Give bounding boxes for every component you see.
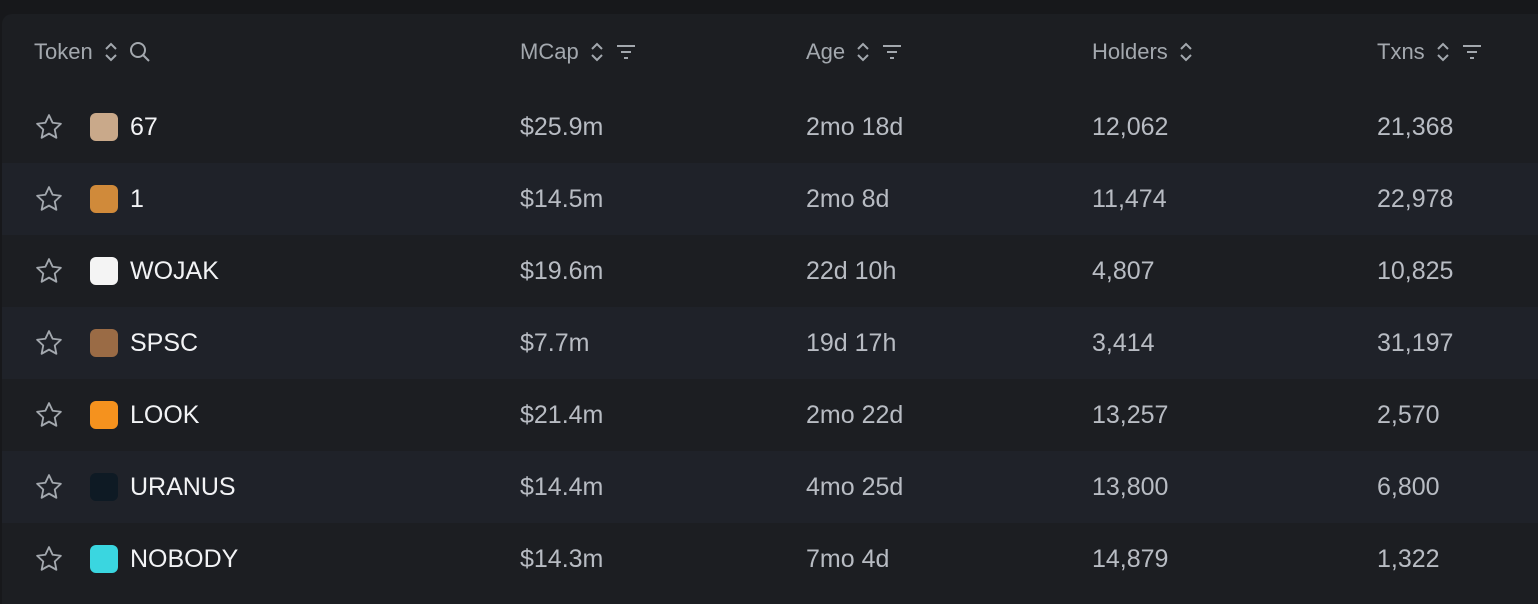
- token-name[interactable]: WOJAK: [130, 256, 219, 285]
- token-name[interactable]: SPSC: [130, 328, 199, 357]
- star-icon[interactable]: [34, 256, 64, 286]
- holders-value: 3,414: [1092, 328, 1155, 357]
- age-value: 2mo 8d: [806, 184, 890, 213]
- token-name[interactable]: NOBODY: [130, 544, 239, 573]
- txns-value: 10,825: [1377, 256, 1454, 285]
- txns-value: 31,197: [1377, 328, 1454, 357]
- star-icon[interactable]: [34, 112, 64, 142]
- token-icon: [90, 401, 118, 429]
- star-icon[interactable]: [34, 544, 64, 574]
- mcap-value: $7.7m: [520, 328, 590, 357]
- table-row[interactable]: NOBODY $14.3m 7mo 4d 14,879 1,322: [2, 523, 1538, 595]
- token-icon: [90, 329, 118, 357]
- column-holders-label: Holders: [1092, 39, 1168, 64]
- table-row[interactable]: WOJAK $19.6m 22d 10h 4,807 10,825: [2, 235, 1538, 307]
- age-value: 2mo 22d: [806, 400, 904, 429]
- column-age-label: Age: [806, 39, 846, 64]
- age-value: 2mo 18d: [806, 112, 904, 141]
- age-value: 7mo 4d: [806, 544, 890, 573]
- sort-icon[interactable]: [1435, 41, 1451, 63]
- token-icon: [90, 185, 118, 213]
- holders-value: 14,879: [1092, 544, 1169, 573]
- column-mcap[interactable]: MCap: [520, 38, 637, 66]
- mcap-value: $14.4m: [520, 472, 604, 501]
- token-name[interactable]: 1: [130, 184, 144, 213]
- table-row[interactable]: 1 $14.5m 2mo 8d 11,474 22,978: [2, 163, 1538, 235]
- table-header: Token MCap Age Holders Txns: [2, 14, 1538, 91]
- holders-value: 12,062: [1092, 112, 1169, 141]
- star-icon[interactable]: [34, 400, 64, 430]
- sort-icon[interactable]: [103, 41, 119, 63]
- filter-icon[interactable]: [615, 41, 637, 63]
- age-value: 22d 10h: [806, 256, 897, 285]
- table-row[interactable]: LOOK $21.4m 2mo 22d 13,257 2,570: [2, 379, 1538, 451]
- holders-value: 13,257: [1092, 400, 1169, 429]
- star-icon[interactable]: [34, 472, 64, 502]
- age-value: 19d 17h: [806, 328, 897, 357]
- column-age[interactable]: Age: [806, 38, 903, 66]
- token-name[interactable]: LOOK: [130, 400, 200, 429]
- txns-value: 6,800: [1377, 472, 1440, 501]
- column-txns[interactable]: Txns: [1377, 38, 1483, 66]
- token-icon: [90, 545, 118, 573]
- column-token-label: Token: [34, 39, 93, 64]
- token-icon: [90, 113, 118, 141]
- column-mcap-label: MCap: [520, 39, 579, 64]
- txns-value: 21,368: [1377, 112, 1454, 141]
- column-txns-label: Txns: [1377, 39, 1425, 64]
- token-icon: [90, 257, 118, 285]
- column-token[interactable]: Token: [34, 38, 151, 66]
- txns-value: 22,978: [1377, 184, 1454, 213]
- sort-icon[interactable]: [589, 41, 605, 63]
- token-name[interactable]: URANUS: [130, 472, 236, 501]
- search-icon[interactable]: [129, 41, 151, 63]
- holders-value: 4,807: [1092, 256, 1155, 285]
- mcap-value: $21.4m: [520, 400, 604, 429]
- holders-value: 13,800: [1092, 472, 1169, 501]
- holders-value: 11,474: [1092, 184, 1167, 213]
- table-row[interactable]: SPSC $7.7m 19d 17h 3,414 31,197: [2, 307, 1538, 379]
- filter-icon[interactable]: [1461, 41, 1483, 63]
- token-name[interactable]: 67: [130, 112, 158, 141]
- table-row[interactable]: 67 $25.9m 2mo 18d 12,062 21,368: [2, 91, 1538, 163]
- star-icon[interactable]: [34, 328, 64, 358]
- mcap-value: $14.5m: [520, 184, 604, 213]
- txns-value: 2,570: [1377, 400, 1440, 429]
- filter-icon[interactable]: [881, 41, 903, 63]
- sort-icon[interactable]: [1178, 41, 1194, 63]
- sort-icon[interactable]: [855, 41, 871, 63]
- token-icon: [90, 473, 118, 501]
- table-row[interactable]: URANUS $14.4m 4mo 25d 13,800 6,800: [2, 451, 1538, 523]
- token-table: Token MCap Age Holders Txns 67 $25.9m 2mo …: [2, 14, 1538, 604]
- column-holders[interactable]: Holders: [1092, 38, 1194, 66]
- mcap-value: $25.9m: [520, 112, 604, 141]
- star-icon[interactable]: [34, 184, 64, 214]
- age-value: 4mo 25d: [806, 472, 904, 501]
- txns-value: 1,322: [1377, 544, 1440, 573]
- mcap-value: $14.3m: [520, 544, 604, 573]
- mcap-value: $19.6m: [520, 256, 604, 285]
